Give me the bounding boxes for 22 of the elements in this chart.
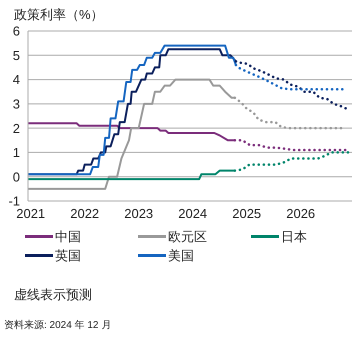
y-tick-label: 3 xyxy=(12,96,20,112)
x-tick-label: 2021 xyxy=(16,206,46,222)
y-tick-label: 1 xyxy=(12,145,20,160)
y-axis-title: 政策利率（%） xyxy=(14,6,104,24)
text: 资料来源: 2024 年 12 月 xyxy=(4,318,112,332)
y-tick-label: 2 xyxy=(12,120,20,136)
x-tick-label: 2024 xyxy=(178,206,208,222)
legend-label: 中国 xyxy=(55,228,81,246)
x-tick-label: 2026 xyxy=(286,206,316,222)
x-tick-label: 2022 xyxy=(70,206,100,222)
y-tick-label: -1 xyxy=(8,194,20,209)
legend-label: 欧元区 xyxy=(168,228,207,246)
y-tick-label: 5 xyxy=(12,48,20,63)
text: 虚线表示预测 xyxy=(14,286,92,304)
y-tick-label: 0 xyxy=(12,169,20,184)
legend-label: 美国 xyxy=(168,246,194,264)
legend-label: 日本 xyxy=(281,228,307,246)
legend-label: 英国 xyxy=(55,246,81,264)
x-tick-label: 2023 xyxy=(124,206,154,222)
y-tick-label: 4 xyxy=(12,72,20,88)
x-tick-label: 2025 xyxy=(232,206,262,222)
y-tick-label: 6 xyxy=(12,24,20,39)
